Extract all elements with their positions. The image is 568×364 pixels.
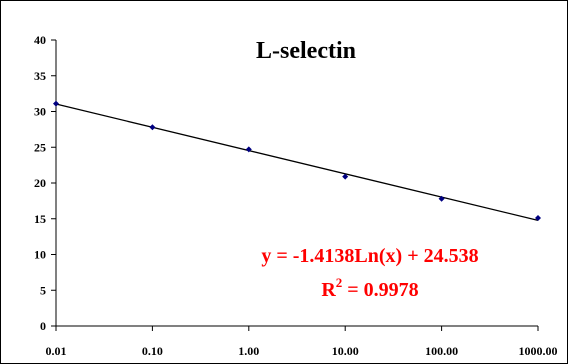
y-tick-label: 15 [34, 212, 46, 226]
y-tick-label: 25 [34, 140, 46, 154]
x-tick-label: 0.01 [46, 344, 67, 358]
data-point [245, 146, 252, 153]
trendline-layer [55, 103, 539, 222]
data-point [53, 100, 59, 107]
chart-title: L-selectin [256, 38, 356, 64]
data-point [149, 124, 156, 131]
trendline [55, 103, 539, 222]
trendline-equation: y = -1.4138Ln(x) + 24.538 [261, 245, 478, 267]
r-squared-value: = 0.9978 [342, 279, 418, 301]
x-tick-label: 100.00 [425, 344, 458, 358]
x-tick-label: 0.10 [142, 344, 163, 358]
y-tick-label: 0 [40, 319, 46, 333]
r-squared-prefix: R [321, 279, 336, 301]
x-tick-label: 1000.00 [519, 344, 558, 358]
data-point [535, 215, 541, 222]
data-point [342, 173, 349, 180]
axes: 0 5 10 15 20 25 30 35 40 0.01 0.10 1.00 10.00 100.00 1… [34, 33, 558, 358]
y-tick-label: 5 [40, 283, 46, 297]
data-point [438, 195, 445, 202]
y-tick-label: 20 [34, 176, 46, 190]
r-squared-superscript: 2 [336, 275, 343, 290]
points-layer [53, 100, 541, 222]
x-tick-label: 10.00 [332, 344, 359, 358]
y-tick-label: 40 [34, 33, 46, 47]
y-tick-label: 30 [34, 105, 46, 119]
y-tick-label: 35 [34, 69, 46, 83]
y-tick-label: 10 [34, 248, 46, 262]
r-squared-label: R2 = 0.9978 [321, 275, 418, 301]
x-tick-label: 1.00 [238, 344, 259, 358]
